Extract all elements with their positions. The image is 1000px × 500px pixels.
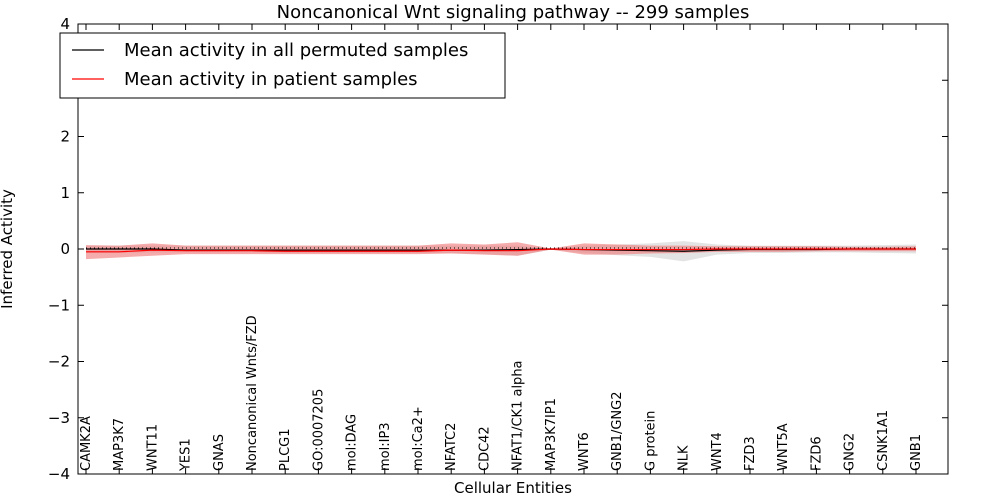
legend-label-patient: Mean activity in patient samples (124, 69, 418, 90)
legend: Mean activity in all permuted samples Me… (59, 32, 506, 99)
x-category-label: WNT11 (145, 424, 160, 471)
x-category-label: GNAS (212, 434, 227, 471)
x-category-label: mol:DAG (345, 414, 360, 471)
x-category-label: GO:0007205 (311, 389, 326, 471)
x-category-label: MAP3K7IP1 (544, 398, 559, 471)
series-line-patient (86, 248, 916, 253)
chart-title: Noncanonical Wnt signaling pathway -- 29… (277, 2, 750, 23)
x-category-label: FZD3 (743, 436, 758, 471)
x-category-label: FZD6 (809, 436, 824, 471)
x-category-label: mol:Ca2+ (411, 406, 426, 471)
legend-label-permuted: Mean activity in all permuted samples (124, 40, 468, 61)
x-category-label: CAMK2A (79, 416, 94, 471)
y-tick-label: −3 (48, 409, 70, 427)
y-tick-label: −1 (48, 296, 70, 314)
y-tick-label: −2 (48, 353, 70, 371)
y-tick-label: 1 (60, 184, 70, 202)
x-category-label: G protein (643, 411, 658, 471)
x-category-label: GNB1/GNG2 (610, 391, 625, 471)
y-tick-label: −4 (48, 465, 70, 483)
x-category-label: CSNK1A1 (876, 410, 891, 471)
y-tick-label: 4 (60, 15, 70, 33)
x-category-label: MAP3K7 (112, 418, 127, 471)
y-tick-label: 0 (60, 240, 70, 258)
y-axis-label: Inferred Activity (0, 189, 16, 309)
y-tick-label: 2 (60, 128, 70, 146)
x-category-label: GNG2 (843, 433, 858, 471)
x-category-label: WNT4 (710, 432, 725, 471)
x-category-label: NFATC2 (444, 423, 459, 471)
x-category-label: NLK (677, 445, 692, 471)
x-axis: CAMK2A MAP3K7 WNT11 YES1 GNAS Noncanonical Wn… (79, 24, 924, 474)
x-category-label: YES1 (179, 438, 194, 472)
x-category-label: WNT5A (776, 423, 791, 471)
x-category-label: WNT6 (577, 432, 592, 471)
x-category-label: PLCG1 (278, 428, 293, 471)
legend-box (59, 32, 506, 99)
x-category-label: mol:IP3 (378, 422, 393, 471)
x-category-label: Noncanonical Wnts/FZD (245, 315, 260, 471)
x-category-label: NFAT1/CK1 alpha (511, 360, 526, 471)
x-category-label: GNB1 (909, 434, 924, 471)
x-category-label: CDC42 (477, 426, 492, 471)
x-axis-label: Cellular Entities (454, 479, 572, 497)
series-lines (86, 248, 916, 253)
